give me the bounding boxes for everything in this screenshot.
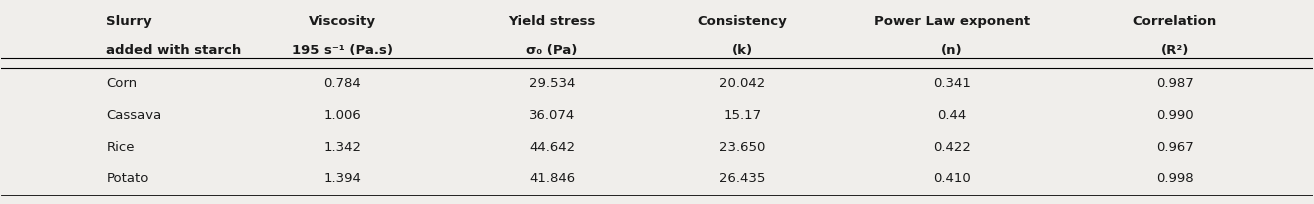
Text: Power Law exponent: Power Law exponent	[874, 16, 1030, 29]
Text: (R²): (R²)	[1160, 44, 1189, 57]
Text: 0.967: 0.967	[1156, 141, 1194, 154]
Text: Consistency: Consistency	[698, 16, 787, 29]
Text: 36.074: 36.074	[530, 109, 576, 122]
Text: 0.990: 0.990	[1156, 109, 1193, 122]
Text: Rice: Rice	[106, 141, 135, 154]
Text: 23.650: 23.650	[719, 141, 766, 154]
Text: Corn: Corn	[106, 77, 138, 90]
Text: 29.534: 29.534	[530, 77, 576, 90]
Text: 1.006: 1.006	[323, 109, 361, 122]
Text: 1.342: 1.342	[323, 141, 361, 154]
Text: 0.44: 0.44	[937, 109, 967, 122]
Text: 0.410: 0.410	[933, 172, 971, 185]
Text: 0.422: 0.422	[933, 141, 971, 154]
Text: 15.17: 15.17	[723, 109, 761, 122]
Text: 0.784: 0.784	[323, 77, 361, 90]
Text: σ₀ (Pa): σ₀ (Pa)	[527, 44, 578, 57]
Text: (k): (k)	[732, 44, 753, 57]
Text: 0.987: 0.987	[1156, 77, 1194, 90]
Text: 0.341: 0.341	[933, 77, 971, 90]
Text: 41.846: 41.846	[530, 172, 576, 185]
Text: Potato: Potato	[106, 172, 148, 185]
Text: 20.042: 20.042	[719, 77, 765, 90]
Text: 0.998: 0.998	[1156, 172, 1193, 185]
Text: Cassava: Cassava	[106, 109, 162, 122]
Text: Slurry: Slurry	[106, 16, 152, 29]
Text: 26.435: 26.435	[719, 172, 766, 185]
Text: Viscosity: Viscosity	[309, 16, 376, 29]
Text: added with starch: added with starch	[106, 44, 242, 57]
Text: 195 s⁻¹ (Pa.s): 195 s⁻¹ (Pa.s)	[292, 44, 393, 57]
Text: 1.394: 1.394	[323, 172, 361, 185]
Text: 44.642: 44.642	[530, 141, 576, 154]
Text: Yield stress: Yield stress	[509, 16, 595, 29]
Text: (n): (n)	[941, 44, 963, 57]
Text: Correlation: Correlation	[1133, 16, 1217, 29]
